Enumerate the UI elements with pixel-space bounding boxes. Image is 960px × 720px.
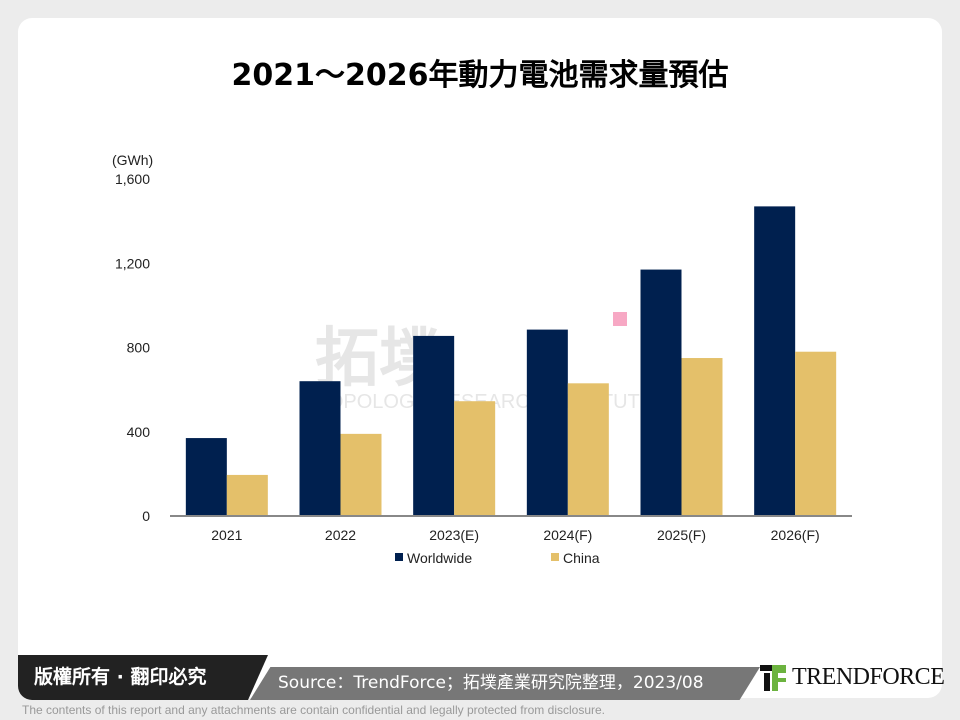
copyright-banner: 版權所有 · 翻印必究 (18, 655, 268, 700)
bar-worldwide-2023(E) (413, 335, 455, 516)
legend-label-china: China (563, 550, 600, 566)
bar-china-2026(F) (795, 351, 837, 516)
x-tick-label: 2021 (211, 527, 242, 543)
x-tick-label: 2026(F) (771, 527, 820, 543)
legend-label-worldwide: Worldwide (407, 550, 472, 566)
chart-title: 2021～2026年動力電池需求量預估 (231, 58, 729, 93)
bar-china-2023(E) (454, 401, 496, 516)
logo-text: TRENDFORCE (792, 664, 945, 690)
bar-china-2024(F) (567, 383, 609, 516)
x-tick-label: 2025(F) (657, 527, 706, 543)
watermark-mark (613, 312, 627, 326)
legend-swatch-china (551, 553, 559, 561)
bar-china-2025(F) (681, 358, 723, 516)
bar-worldwide-2021 (185, 438, 227, 516)
x-tick-label: 2023(E) (429, 527, 479, 543)
y-tick-label: 0 (142, 508, 150, 524)
x-tick-label: 2024(F) (543, 527, 592, 543)
trendforce-logo: TRENDFORCE (760, 664, 945, 691)
source-banner: Source：TrendForce；拓墣產業研究院整理，2023/08 (250, 667, 760, 700)
y-tick-label: 400 (127, 424, 151, 440)
legend-swatch-worldwide (395, 553, 403, 561)
bar-worldwide-2025(F) (640, 269, 682, 516)
y-axis-label: (GWh) (112, 152, 153, 168)
bar-worldwide-2026(F) (754, 206, 796, 516)
y-tick-label: 800 (127, 340, 151, 356)
bar-china-2022 (340, 433, 382, 516)
disclaimer: The contents of this report and any atta… (22, 703, 605, 717)
y-tick-label: 1,600 (115, 171, 150, 187)
x-tick-label: 2022 (325, 527, 356, 543)
bar-worldwide-2022 (299, 381, 341, 516)
bar-china-2021 (226, 474, 268, 516)
bar-worldwide-2024(F) (526, 329, 568, 516)
trendforce-logo-icon (760, 664, 786, 691)
y-tick-label: 1,200 (115, 255, 150, 271)
